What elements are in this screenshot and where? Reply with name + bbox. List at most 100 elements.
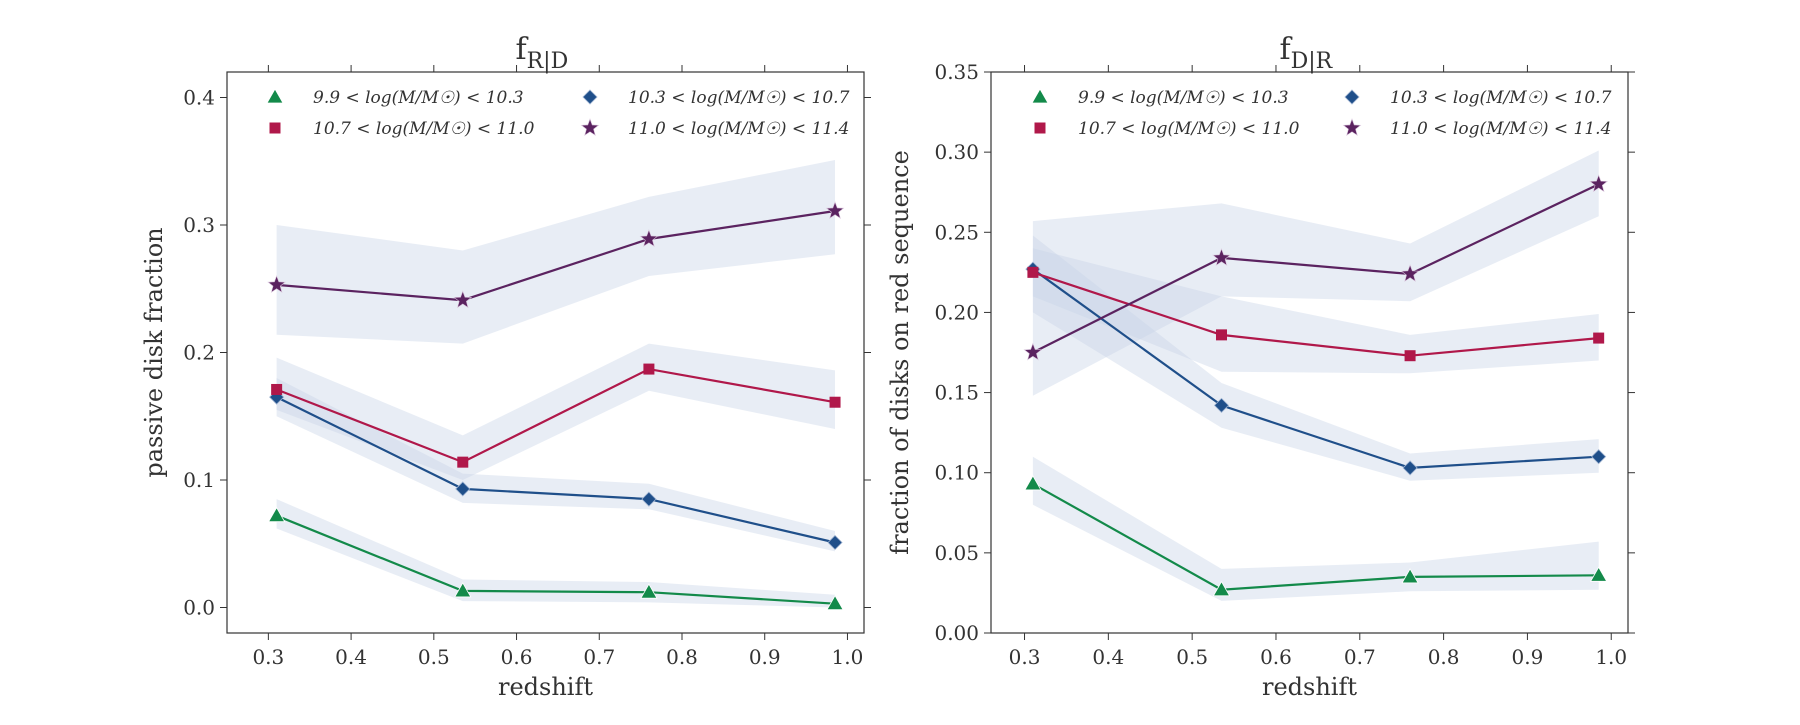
legend-label-2: 10.3 < log(M/M☉) < 10.7 [1390,88,1612,108]
x-tick-label: 0.3 [1009,645,1041,669]
x-tick-label: 0.5 [418,645,450,669]
data-point-s3-p3 [643,363,655,375]
x-tick-label: 0.6 [1260,645,1292,669]
data-point-s3-p4 [829,396,841,408]
data-point-s3-p1 [1027,266,1039,278]
confidence-band-1 [1032,456,1599,601]
y-tick-label: 0.4 [183,86,215,110]
y-axis-label: passive disk fraction [140,227,168,477]
series-line-2 [1032,268,1599,470]
data-point-s2-p3 [1402,460,1418,476]
data-point-s4-p4 [825,201,845,219]
legend-marker-4 [580,118,600,136]
series-line-2 [276,396,836,544]
series-line-1 [1032,482,1599,591]
y-tick-label: 0.0 [183,596,215,620]
plot-frame [990,71,1629,634]
data-point-s1-p1 [1024,475,1042,491]
y-tick-label: 0.2 [183,341,215,365]
x-axis-label: redshift [1262,673,1357,701]
y-tick-label: 0.3 [183,213,215,237]
chart-panel-1: 0.3 0.4 0.5 0.6 0.7 0.8 0.9 1.0 0.0 0.1 0.2 0.3 0.4 r… [140,32,871,701]
data-point-s1-p2 [454,582,472,598]
data-point-s4-p1 [267,275,287,293]
series-line-4 [276,209,836,302]
y-tick-label: 0.1 [183,468,215,492]
confidence-band-4 [1032,150,1599,396]
data-point-s2-p3 [641,491,657,507]
legend-marker-4 [1342,118,1362,136]
data-point-s2-p2 [455,481,471,497]
x-tick-label: 0.7 [583,645,615,669]
y-tick-label: 0.15 [934,381,979,405]
x-tick-label: 0.3 [252,645,284,669]
data-point-s1-p4 [826,594,844,611]
x-tick-label: 0.5 [1176,645,1208,669]
confidence-band-3 [276,343,836,480]
legend-label-3: 10.7 < log(M/M☉) < 11.0 [1078,119,1300,139]
panel-title-subscript: D|R [1291,49,1334,74]
y-tick-label: 0.10 [934,461,979,485]
x-tick-label: 1.0 [832,645,864,669]
confidence-band-2 [276,378,836,552]
confidence-band-4 [276,160,836,344]
legend-label-1: 9.9 < log(M/M☉) < 10.3 [313,88,524,108]
plot-frame [226,71,865,634]
data-point-s2-p4 [1591,449,1607,465]
data-point-s1-p4 [1589,566,1608,582]
data-point-s1-p3 [1401,568,1419,584]
legend-marker-2 [582,89,598,105]
data-point-s4-p3 [1400,264,1420,282]
data-point-s1-p2 [1212,580,1231,597]
series-line-3 [276,367,836,464]
data-point-s3-p1 [271,383,283,395]
series-line-1 [276,514,836,605]
data-point-s2-p2 [1213,397,1230,413]
y-tick-label: 0.25 [934,220,979,244]
x-tick-label: 0.9 [1512,645,1544,669]
data-point-s1-p3 [640,583,658,599]
y-tick-label: 0.35 [934,60,979,84]
panel-title: fR|D [516,32,569,74]
panel-title-main: f [516,32,529,67]
legend-marker-3 [269,122,281,134]
y-tick-label: 0.00 [934,621,979,645]
panel-title-main: f [1280,32,1293,67]
data-point-s3-p4 [1593,332,1605,344]
panel-title: fD|R [1280,32,1334,74]
x-axis-label: redshift [498,673,593,701]
data-point-s1-p1 [267,506,286,523]
y-tick-label: 0.05 [934,541,979,565]
confidence-band-3 [1032,248,1599,374]
legend-marker-2 [1344,89,1360,105]
chart-panel-2: 0.3 0.4 0.5 0.6 0.7 0.8 0.9 1.0 0.00 0.05 0.10 0.15… [886,32,1635,701]
data-point-s4-p4 [1589,174,1609,193]
x-tick-label: 0.8 [1428,645,1460,669]
data-point-s4-p2 [453,290,473,309]
data-point-s4-p2 [1212,248,1231,266]
x-tick-label: 0.8 [666,645,698,669]
data-point-s3-p2 [1215,329,1227,341]
series-line-3 [1032,271,1599,357]
x-tick-label: 1.0 [1595,645,1627,669]
data-point-s4-p3 [639,229,659,247]
x-tick-label: 0.7 [1344,645,1376,669]
series-line-4 [1032,183,1600,354]
x-tick-label: 0.9 [749,645,781,669]
confidence-band-2 [1032,235,1599,481]
panel-title-subscript: R|D [527,49,569,74]
confidence-band-1 [276,499,836,608]
y-tick-label: 0.30 [934,140,979,164]
x-tick-label: 0.4 [1092,645,1124,669]
legend-marker-3 [1034,122,1046,134]
data-point-s4-p1 [1023,342,1043,361]
legend-label-2: 10.3 < log(M/M☉) < 10.7 [628,88,850,108]
data-point-s2-p4 [827,534,843,551]
data-point-s3-p3 [1404,350,1416,362]
data-point-s3-p2 [457,456,469,468]
x-tick-label: 0.6 [501,645,533,669]
y-axis-label: fraction of disks on red sequence [886,150,914,555]
y-tick-label: 0.20 [934,300,979,324]
